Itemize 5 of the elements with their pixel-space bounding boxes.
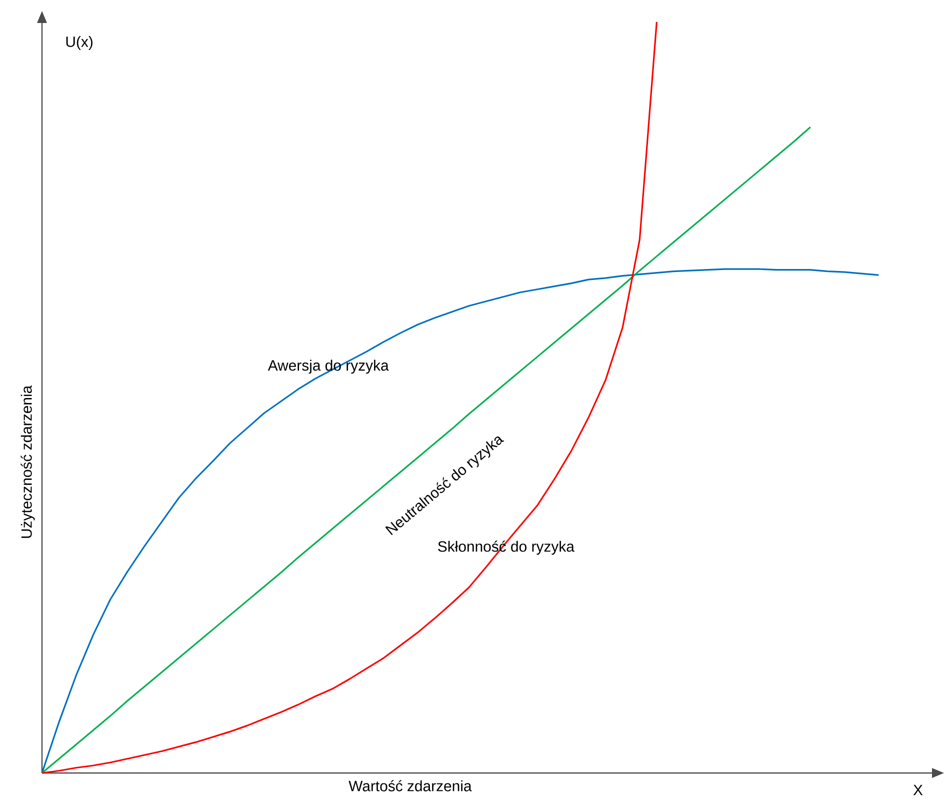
annotation: U(x) [66, 36, 92, 50]
text: X [913, 784, 923, 796]
series-label: Awersja do ryzyka [268, 360, 389, 374]
x-axis-title: Wartość zdarzenia [348, 780, 472, 792]
y-axis-title: Użyteczność zdarzenia [20, 385, 35, 538]
